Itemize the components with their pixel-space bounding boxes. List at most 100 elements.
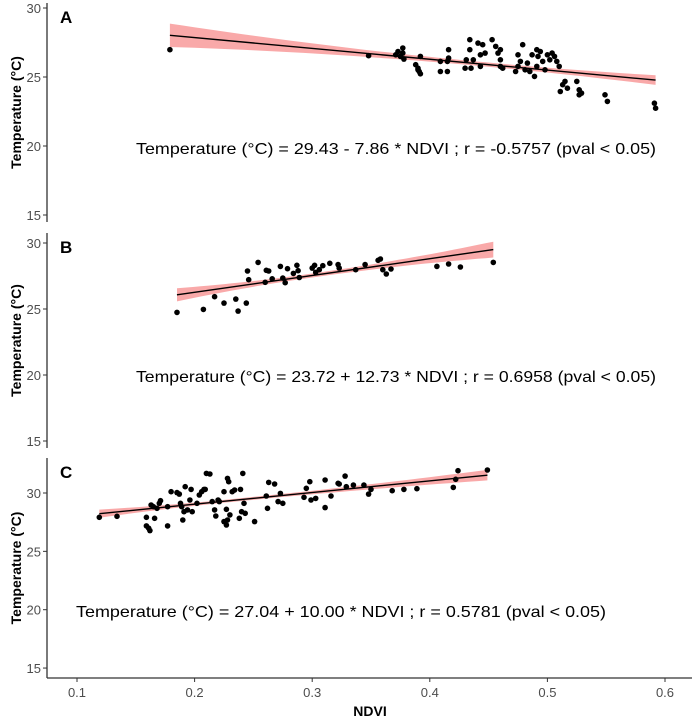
data-point	[147, 527, 153, 534]
data-point	[576, 92, 582, 98]
data-point	[602, 92, 608, 98]
data-point	[539, 58, 546, 65]
data-point	[557, 88, 564, 95]
data-point	[327, 260, 333, 267]
data-point	[312, 495, 319, 502]
panel-b: 15 20 25 30 Temperature (°C) B Temperature (°C…	[8, 233, 656, 449]
panel-label: C	[60, 463, 72, 482]
data-point	[537, 48, 544, 55]
data-point	[223, 522, 230, 528]
data-point	[437, 68, 444, 75]
data-point	[400, 50, 406, 56]
data-point	[401, 486, 407, 493]
y-tick-label: 25	[27, 544, 41, 559]
data-point	[400, 45, 406, 51]
data-point	[168, 488, 174, 495]
data-point	[535, 53, 541, 60]
regression-line	[99, 474, 488, 515]
data-point	[114, 513, 120, 520]
panel-label: B	[60, 238, 72, 257]
data-point	[188, 486, 194, 493]
data-point	[316, 266, 323, 273]
data-point	[475, 40, 481, 46]
data-point	[236, 515, 243, 522]
data-point	[492, 43, 499, 50]
data-point	[207, 471, 213, 477]
data-point	[604, 98, 611, 105]
data-point	[176, 491, 183, 497]
data-point	[227, 512, 233, 518]
data-point	[519, 41, 526, 48]
data-point	[377, 256, 384, 262]
data-point	[497, 57, 504, 63]
data-point	[167, 46, 173, 53]
data-point	[143, 514, 150, 521]
data-point	[343, 483, 350, 490]
data-point	[151, 515, 158, 522]
data-point	[445, 261, 452, 267]
panel-a: 15 20 25 30 Temperature (°C) A Temperature (°C…	[8, 1, 659, 223]
data-point	[235, 308, 241, 314]
data-point	[444, 68, 451, 75]
data-point	[547, 57, 553, 63]
data-point	[463, 57, 470, 63]
y-tick-label: 30	[27, 486, 41, 501]
data-point	[295, 267, 301, 274]
y-tick-label: 25	[27, 70, 41, 85]
x-tick-label: 0.3	[303, 685, 321, 700]
data-point	[282, 279, 289, 286]
data-point	[489, 36, 495, 43]
data-point	[336, 265, 343, 271]
data-point	[455, 467, 461, 474]
data-point	[200, 306, 207, 313]
data-point	[434, 263, 440, 270]
data-point	[445, 55, 452, 61]
data-point	[223, 506, 230, 513]
data-point	[336, 481, 343, 487]
x-axis-title: NDVI	[353, 703, 386, 719]
data-point	[417, 71, 424, 77]
data-point	[322, 477, 328, 483]
data-point	[265, 268, 272, 274]
data-point	[477, 52, 484, 58]
data-point	[280, 500, 286, 507]
data-point	[651, 100, 658, 106]
y-tick-label: 20	[27, 139, 41, 154]
data-point	[450, 484, 457, 491]
data-point	[277, 490, 284, 497]
data-point	[301, 494, 307, 501]
data-point	[462, 65, 468, 71]
data-point	[515, 52, 521, 58]
data-point	[265, 479, 272, 486]
data-point	[307, 478, 313, 485]
data-point	[233, 296, 239, 302]
data-point	[211, 293, 218, 300]
data-point	[389, 487, 396, 494]
data-point	[237, 486, 244, 493]
data-point	[350, 482, 357, 488]
y-axis-title: Temperature (°C)	[8, 284, 24, 397]
data-point	[365, 491, 372, 497]
data-point	[96, 514, 103, 521]
data-point	[251, 518, 258, 525]
data-point	[164, 523, 171, 529]
data-point	[524, 60, 531, 66]
data-point	[180, 517, 186, 523]
data-point	[303, 485, 310, 492]
y-tick-label: 30	[27, 1, 41, 16]
y-tick-label: 20	[27, 603, 41, 618]
data-point	[564, 85, 571, 91]
data-point	[290, 270, 297, 277]
x-tick-label: 0.5	[538, 685, 556, 700]
data-point	[452, 476, 459, 483]
y-axis-title: Temperature (°C)	[8, 56, 24, 169]
data-point	[255, 259, 261, 266]
data-point	[544, 52, 551, 58]
data-point	[395, 48, 401, 55]
data-point	[275, 498, 281, 505]
data-point	[554, 58, 560, 65]
data-point	[652, 105, 659, 111]
data-point	[277, 263, 284, 270]
